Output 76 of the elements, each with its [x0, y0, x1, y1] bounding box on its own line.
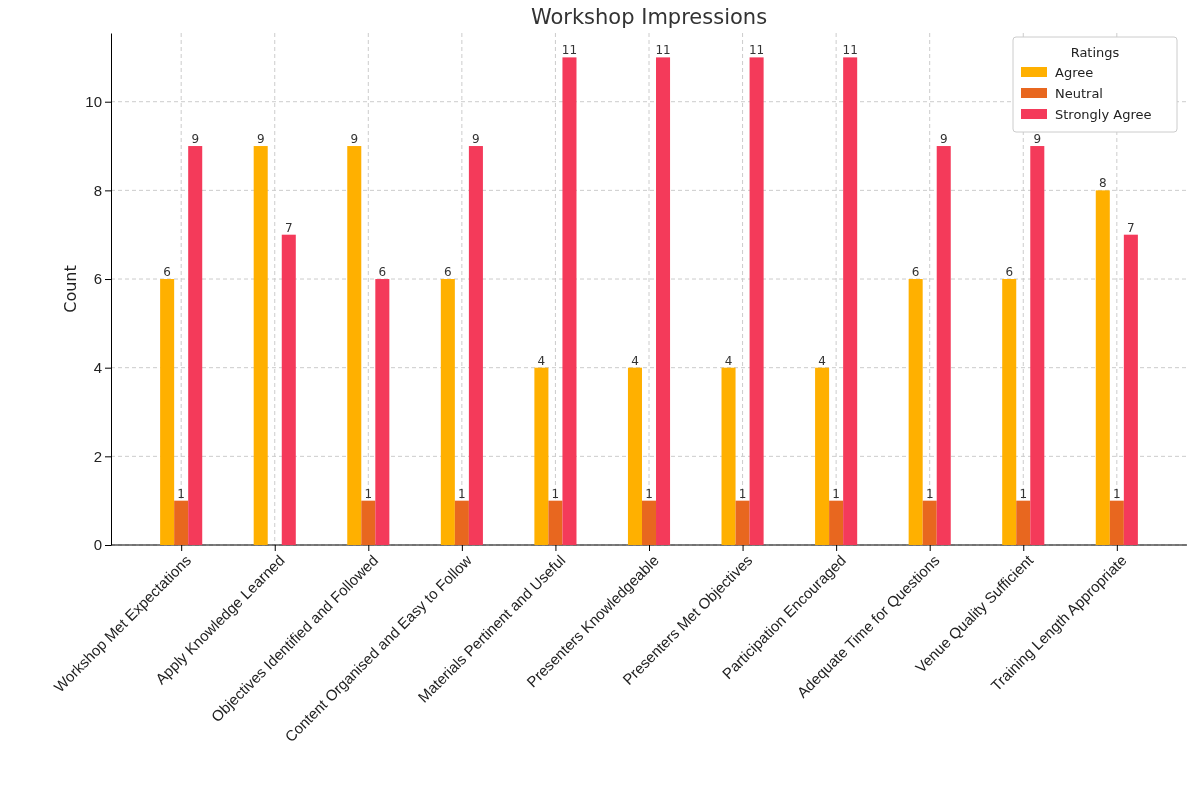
bar: [936, 146, 951, 545]
bar: [534, 367, 549, 545]
bar: [721, 367, 736, 545]
data-label: 8: [1098, 176, 1107, 191]
data-label: 1: [551, 486, 560, 501]
data-label: 9: [256, 132, 265, 147]
y-tick-label: 0: [93, 536, 102, 554]
bar: [815, 367, 830, 545]
data-label: 4: [631, 353, 639, 368]
data-label: 1: [1019, 486, 1028, 501]
y-tick-label: 10: [85, 93, 102, 111]
bar: [160, 279, 175, 545]
bar: [548, 500, 563, 545]
bar: [1109, 500, 1124, 545]
y-tick-label: 6: [93, 270, 102, 288]
legend-title: Ratings: [1070, 45, 1120, 60]
data-label: 1: [1113, 486, 1121, 501]
bar: [1016, 500, 1031, 545]
data-label: 4: [537, 353, 546, 368]
data-label: 7: [284, 220, 293, 235]
chart-title: Workshop Impressions: [530, 5, 768, 29]
bar: [908, 279, 923, 545]
bar: [641, 500, 657, 545]
bar: [922, 500, 937, 545]
data-label: 6: [444, 265, 452, 280]
data-label: 1: [645, 486, 653, 501]
data-label: 9: [939, 132, 948, 147]
data-label: 6: [163, 265, 171, 280]
bar: [188, 146, 203, 545]
bar: [281, 234, 296, 545]
y-tick-label: 2: [93, 447, 102, 465]
y-tick-label: 4: [93, 358, 102, 376]
y-axis-title: Count: [61, 265, 80, 313]
data-label: 1: [458, 486, 466, 501]
y-tick-label: 8: [93, 181, 102, 199]
bar: [1030, 146, 1045, 545]
data-label: 11: [748, 43, 765, 58]
bar: [361, 500, 376, 545]
bar: [174, 500, 189, 545]
legend-label: Neutral: [1055, 86, 1103, 101]
legend-label: Strongly Agree: [1055, 107, 1152, 122]
bar: [375, 279, 390, 545]
data-label: 6: [1005, 265, 1014, 280]
data-label: 1: [364, 486, 373, 501]
bar: [829, 500, 844, 545]
bar: [735, 500, 750, 545]
data-label: 9: [191, 132, 200, 147]
legend-label: Agree: [1055, 65, 1094, 80]
data-label: 9: [1033, 132, 1042, 147]
data-label: 11: [842, 43, 858, 58]
data-label: 1: [925, 486, 934, 501]
bar: [454, 500, 469, 545]
data-label: 1: [832, 486, 840, 501]
bar: [1002, 279, 1017, 545]
data-label: 6: [378, 265, 387, 280]
bar: [627, 367, 642, 545]
bar: [468, 146, 483, 545]
data-label: 1: [738, 486, 747, 501]
data-label: 7: [1127, 220, 1135, 235]
bar: [347, 146, 362, 545]
data-label: 9: [472, 132, 480, 147]
bar: [843, 57, 858, 545]
bar: [1123, 234, 1138, 545]
bar: [562, 57, 577, 545]
data-label: 6: [911, 265, 920, 280]
data-label: 11: [655, 43, 671, 58]
bar: [656, 57, 671, 545]
bar: [440, 279, 455, 545]
data-label: 11: [561, 43, 578, 58]
data-label: 4: [724, 353, 733, 368]
data-label: 1: [177, 486, 185, 501]
data-label: 9: [350, 132, 359, 147]
bar: [253, 146, 268, 545]
bar: [749, 57, 764, 545]
data-label: 4: [818, 353, 826, 368]
bar: [1095, 190, 1110, 545]
